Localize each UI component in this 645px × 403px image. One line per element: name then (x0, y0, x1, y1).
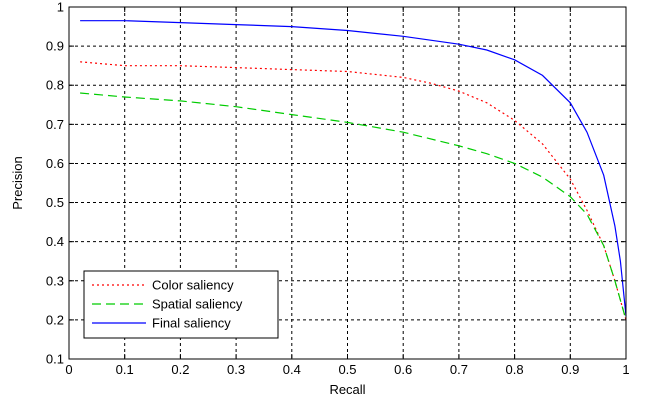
x-tick-label: 0.1 (116, 362, 134, 377)
y-tick-label: 0.4 (46, 234, 64, 249)
x-tick-label: 0.8 (506, 362, 524, 377)
x-tick-label: 0.4 (283, 362, 301, 377)
legend-box (83, 270, 279, 339)
legend-label: Color saliency (152, 278, 234, 293)
grid (69, 7, 626, 359)
y-tick-label: 0.8 (46, 78, 64, 93)
x-tick-label: 0 (65, 362, 72, 377)
x-axis-label: Recall (329, 382, 365, 397)
legend-label: Spatial saliency (152, 297, 243, 312)
y-tick-label: 0.6 (46, 156, 64, 171)
y-tick-label: 0.1 (46, 352, 64, 367)
series-line-1 (80, 61, 627, 321)
y-tick-label: 0.2 (46, 312, 64, 327)
y-tick-label: 0.9 (46, 39, 64, 54)
x-tick-label: 0.6 (394, 362, 412, 377)
series-lines (80, 20, 627, 321)
series-line-3 (80, 20, 627, 317)
y-tick-label: 0.3 (46, 273, 64, 288)
x-tick-label: 0.5 (338, 362, 356, 377)
x-tick-label: 1 (622, 362, 629, 377)
x-tick-label: 0.3 (227, 362, 245, 377)
x-tick-label: 0.7 (450, 362, 468, 377)
x-tick-label: 0.9 (561, 362, 579, 377)
x-tick-label: 0.2 (171, 362, 189, 377)
y-tick-label: 1 (57, 0, 64, 15)
y-tick-label: 0.7 (46, 117, 64, 132)
legend: Color saliency Spatial saliency Final sali… (83, 270, 279, 339)
y-axis-label: Precision (10, 156, 25, 209)
series-line-2 (80, 92, 627, 321)
legend-label: Final saliency (152, 316, 231, 331)
y-tick-label: 0.5 (46, 195, 64, 210)
ticks: 0 0.1 0.2 0.3 0.4 0.5 0.6 0.7 0.8 0.9 10.10.20.30.… (46, 0, 630, 377)
